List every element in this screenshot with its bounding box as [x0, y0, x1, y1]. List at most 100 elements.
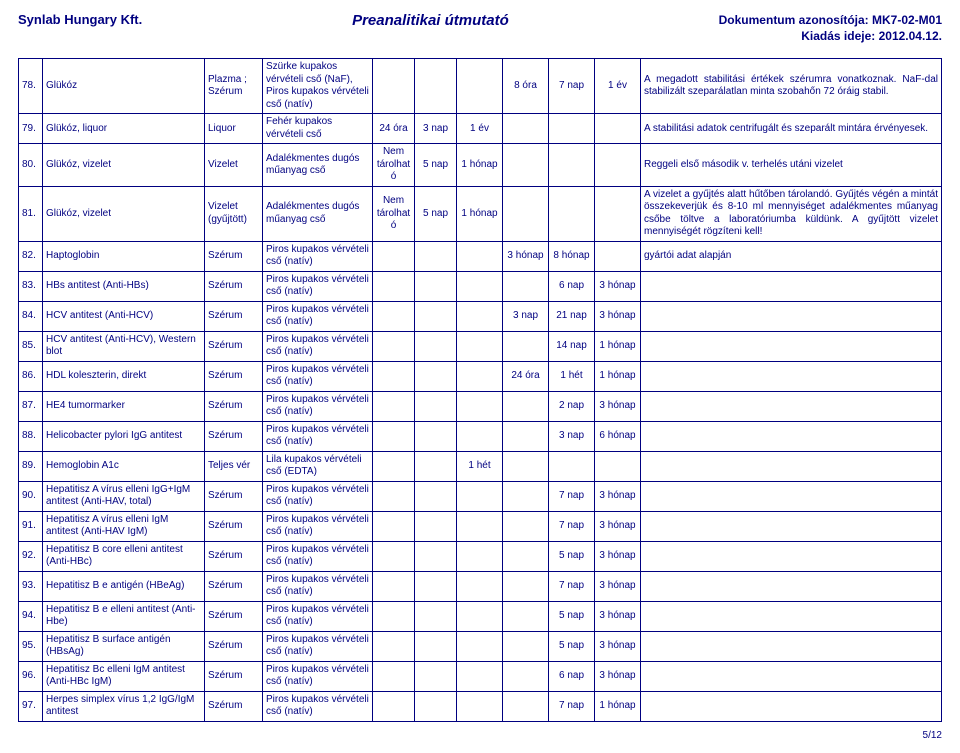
stab-1	[373, 391, 415, 421]
row-number: 82.	[19, 241, 43, 271]
tube: Piros kupakos vérvételi cső (natív)	[263, 331, 373, 361]
stab-6: 3 hónap	[595, 631, 641, 661]
note: A megadott stabilitási értékek szérumra …	[641, 59, 942, 114]
specimen: Szérum	[205, 541, 263, 571]
stab-1	[373, 631, 415, 661]
note	[641, 481, 942, 511]
stab-2	[415, 601, 457, 631]
stab-4	[503, 541, 549, 571]
test-name: HDL koleszterin, direkt	[43, 361, 205, 391]
test-name: Glükóz, vizelet	[43, 186, 205, 241]
specimen: Szérum	[205, 571, 263, 601]
stab-5: 7 nap	[549, 691, 595, 721]
stab-2	[415, 571, 457, 601]
stab-3: 1 év	[457, 114, 503, 144]
tube: Piros kupakos vérvételi cső (natív)	[263, 481, 373, 511]
stab-5	[549, 186, 595, 241]
stab-1	[373, 271, 415, 301]
test-name: Helicobacter pylori IgG antitest	[43, 421, 205, 451]
stab-2	[415, 691, 457, 721]
tube: Piros kupakos vérvételi cső (natív)	[263, 361, 373, 391]
stab-6: 1 hónap	[595, 691, 641, 721]
stab-4	[503, 631, 549, 661]
tube: Piros kupakos vérvételi cső (natív)	[263, 631, 373, 661]
stab-6: 3 hónap	[595, 661, 641, 691]
specimen: Szérum	[205, 361, 263, 391]
stab-3	[457, 59, 503, 114]
table-row: 95.Hepatitisz B surface antigén (HBsAg)S…	[19, 631, 942, 661]
test-name: Hemoglobin A1c	[43, 451, 205, 481]
specimen: Vizelet	[205, 144, 263, 187]
table-row: 94.Hepatitisz B e elleni antitest (Anti-…	[19, 601, 942, 631]
stab-4	[503, 271, 549, 301]
row-number: 94.	[19, 601, 43, 631]
row-number: 86.	[19, 361, 43, 391]
table-row: 86.HDL koleszterin, direktSzérumPiros ku…	[19, 361, 942, 391]
row-number: 90.	[19, 481, 43, 511]
table-row: 85.HCV antitest (Anti-HCV), Western blot…	[19, 331, 942, 361]
stab-3	[457, 601, 503, 631]
specimen: Szérum	[205, 331, 263, 361]
stab-1: Nem tárolható	[373, 186, 415, 241]
note: A vizelet a gyűjtés alatt hűtőben tárola…	[641, 186, 942, 241]
test-name: HBs antitest (Anti-HBs)	[43, 271, 205, 301]
note	[641, 601, 942, 631]
stab-2	[415, 541, 457, 571]
tube: Piros kupakos vérvételi cső (natív)	[263, 271, 373, 301]
specimen: Szérum	[205, 691, 263, 721]
stab-4: 3 hónap	[503, 241, 549, 271]
note	[641, 331, 942, 361]
stab-5: 21 nap	[549, 301, 595, 331]
stab-6	[595, 186, 641, 241]
stab-3	[457, 271, 503, 301]
stab-4: 24 óra	[503, 361, 549, 391]
note	[641, 571, 942, 601]
stab-3	[457, 691, 503, 721]
test-name: Hepatitisz Bc elleni IgM antitest (Anti-…	[43, 661, 205, 691]
stab-4	[503, 391, 549, 421]
test-name: Herpes simplex vírus 1,2 IgG/IgM antites…	[43, 691, 205, 721]
table-row: 84.HCV antitest (Anti-HCV)SzérumPiros ku…	[19, 301, 942, 331]
note	[641, 391, 942, 421]
issue-date: Kiadás ideje: 2012.04.12.	[719, 28, 942, 44]
specimen: Szérum	[205, 511, 263, 541]
test-name: Hepatitisz A vírus elleni IgG+IgM antite…	[43, 481, 205, 511]
stab-1	[373, 691, 415, 721]
tube: Piros kupakos vérvételi cső (natív)	[263, 421, 373, 451]
stab-2	[415, 421, 457, 451]
stab-3	[457, 511, 503, 541]
table-row: 88.Helicobacter pylori IgG antitestSzéru…	[19, 421, 942, 451]
stab-3: 1 hét	[457, 451, 503, 481]
tube: Lila kupakos vérvételi cső (EDTA)	[263, 451, 373, 481]
stab-1	[373, 451, 415, 481]
specimen: Szérum	[205, 601, 263, 631]
tube: Adalékmentes dugós műanyag cső	[263, 144, 373, 187]
row-number: 89.	[19, 451, 43, 481]
stab-3	[457, 301, 503, 331]
specimen: Vizelet (gyűjtött)	[205, 186, 263, 241]
row-number: 78.	[19, 59, 43, 114]
stab-1	[373, 301, 415, 331]
stab-4	[503, 481, 549, 511]
row-number: 81.	[19, 186, 43, 241]
row-number: 96.	[19, 661, 43, 691]
stab-2	[415, 661, 457, 691]
specimen: Szérum	[205, 661, 263, 691]
stab-5: 7 nap	[549, 481, 595, 511]
note: A stabilitási adatok centrifugált és sze…	[641, 114, 942, 144]
stab-5: 5 nap	[549, 541, 595, 571]
stab-5: 14 nap	[549, 331, 595, 361]
stab-4: 8 óra	[503, 59, 549, 114]
stab-6	[595, 241, 641, 271]
stab-6: 1 hónap	[595, 361, 641, 391]
stab-3	[457, 331, 503, 361]
stab-3	[457, 571, 503, 601]
stab-5: 5 nap	[549, 631, 595, 661]
tube: Fehér kupakos vérvételi cső	[263, 114, 373, 144]
stab-1	[373, 661, 415, 691]
row-number: 97.	[19, 691, 43, 721]
specimen: Szérum	[205, 271, 263, 301]
stab-2	[415, 511, 457, 541]
specimen: Szérum	[205, 631, 263, 661]
stab-5	[549, 144, 595, 187]
